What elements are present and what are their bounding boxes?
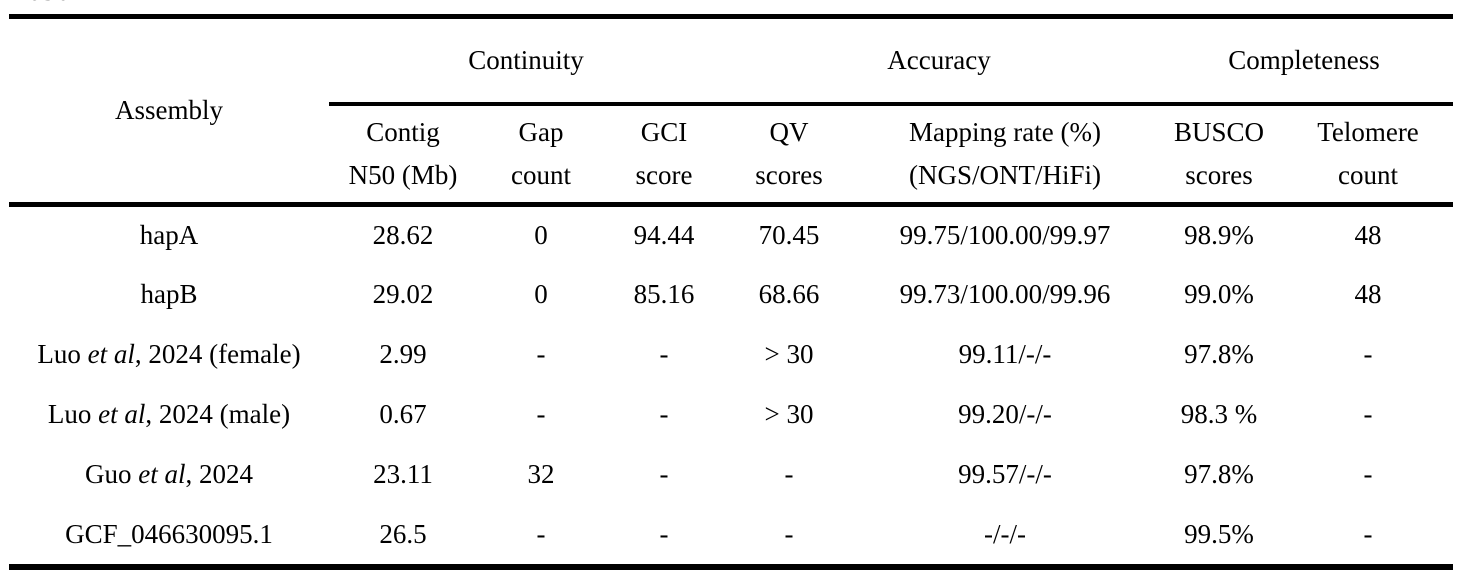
- assembly-name-italic: et al: [138, 458, 186, 489]
- header-telomere-count-line2: count: [1338, 159, 1399, 190]
- assembly-name-suffix: , 2024 (female): [134, 338, 301, 369]
- cell-qv-scores: 68.66: [758, 278, 820, 309]
- table-row-hapB: hapB 29.02 0 85.16 68.66 99.73/100.00/99…: [9, 264, 1453, 324]
- header-contig-n50: Contig N50 (Mb): [329, 104, 477, 207]
- cell-telomere: -: [1363, 458, 1373, 489]
- cell-gci-score: 85.16: [633, 278, 695, 309]
- cell-busco: 98.3 %: [1180, 398, 1258, 429]
- assembly-stats-table-wrap: Assembly Continuity Accuracy Completenes…: [9, 14, 1454, 570]
- cell-mapping-rate: 99.11/-/-: [958, 338, 1052, 369]
- cell-gap-count: -: [536, 398, 546, 429]
- cell-qv-scores: -: [784, 518, 794, 549]
- header-contig-n50-line1: Contig: [366, 116, 440, 147]
- header-qv-scores: QV scores: [723, 104, 856, 207]
- table-row-gcf: GCF_046630095.1 26.5 - - - -/-/- 99.5% -: [9, 504, 1453, 564]
- cell-gci-score: 94.44: [633, 219, 695, 250]
- assembly-name-suffix: , 2024 (male): [145, 398, 291, 429]
- cell-mapping-rate: 99.57/-/-: [958, 458, 1052, 489]
- group-header-accuracy: Accuracy: [723, 19, 1156, 106]
- cell-contig-n50: 29.02: [372, 278, 434, 309]
- assembly-name-italic: et al: [98, 398, 146, 429]
- group-header-completeness: Completeness: [1155, 19, 1454, 106]
- table-row-luo-male: Luo et al, 2024 (male) 0.67 - - > 30 99.…: [9, 384, 1453, 444]
- cell-assembly: hapB: [9, 264, 329, 324]
- cell-busco: 97.8%: [1184, 338, 1254, 369]
- cell-gap-count: 0: [534, 219, 548, 250]
- line-number-clipped: 650: [28, 0, 88, 6]
- cell-gap-count: 0: [534, 278, 548, 309]
- cell-contig-n50: 28.62: [372, 219, 434, 250]
- cell-telomere: -: [1363, 398, 1373, 429]
- assembly-name: hapB: [140, 278, 198, 309]
- header-mapping-rate: Mapping rate (%) (NGS/ONT/HiFi): [855, 104, 1156, 207]
- assembly-name: Luo: [37, 338, 88, 369]
- header-mapping-rate-line2: (NGS/ONT/HiFi): [909, 159, 1102, 190]
- cell-busco: 98.9%: [1184, 219, 1254, 250]
- header-assembly: Assembly: [9, 19, 329, 207]
- cell-contig-n50: 0.67: [379, 398, 427, 429]
- table-row-guo: Guo et al, 2024 23.11 32 - - 99.57/-/- 9…: [9, 444, 1453, 504]
- cell-gci-score: -: [659, 338, 669, 369]
- cell-mapping-rate: 99.75/100.00/99.97: [899, 219, 1111, 250]
- cell-mapping-rate: 99.73/100.00/99.96: [899, 278, 1111, 309]
- assembly-name: GCF_046630095.1: [65, 518, 273, 549]
- cell-assembly: hapA: [9, 204, 329, 264]
- cell-gci-score: -: [659, 458, 669, 489]
- assembly-name: Luo: [47, 398, 99, 429]
- cell-assembly: Luo et al, 2024 (male): [9, 384, 329, 444]
- header-gci-score-line2: score: [635, 159, 693, 190]
- assembly-name: hapA: [139, 219, 199, 250]
- cell-gap-count: -: [536, 338, 546, 369]
- cell-contig-n50: 23.11: [373, 458, 433, 489]
- table-row-hapA: hapA 28.62 0 94.44 70.45 99.75/100.00/99…: [9, 204, 1453, 264]
- header-contig-n50-line2: N50 (Mb): [348, 159, 458, 190]
- cell-telomere: 48: [1354, 219, 1382, 250]
- header-qv-scores-line2: scores: [755, 159, 823, 190]
- header-busco-scores: BUSCO scores: [1155, 104, 1284, 207]
- line-number-text: 650: [28, 0, 88, 5]
- cell-telomere: -: [1363, 518, 1373, 549]
- cell-busco: 97.8%: [1184, 458, 1254, 489]
- header-gci-score: GCI score: [605, 104, 724, 207]
- header-qv-scores-line1: QV: [769, 116, 809, 147]
- header-telomere-count-line1: Telomere: [1317, 116, 1419, 147]
- cell-contig-n50: 26.5: [379, 518, 427, 549]
- group-header-row: Assembly Continuity Accuracy Completenes…: [9, 19, 1454, 207]
- table-row-luo-female: Luo et al, 2024 (female) 2.99 - - > 30 9…: [9, 324, 1453, 384]
- assembly-name-suffix: , 2024: [185, 458, 254, 489]
- cell-qv-scores: -: [784, 458, 794, 489]
- header-gap-count-line1: Gap: [518, 116, 564, 147]
- column-header-row: Contig N50 (Mb) Gap count GCI score QV s…: [9, 104, 1454, 207]
- header-gci-score-line1: GCI: [640, 116, 688, 147]
- assembly-name-italic: et al: [87, 338, 135, 369]
- cell-busco: 99.0%: [1184, 278, 1254, 309]
- cell-assembly: GCF_046630095.1: [9, 504, 329, 564]
- header-gap-count: Gap count: [477, 104, 605, 207]
- cell-gci-score: -: [659, 518, 669, 549]
- cell-busco: 99.5%: [1184, 518, 1254, 549]
- cell-mapping-rate: -/-/-: [984, 518, 1026, 549]
- cell-mapping-rate: 99.20/-/-: [958, 398, 1052, 429]
- cell-qv-scores: > 30: [764, 338, 814, 369]
- header-telomere-count: Telomere count: [1283, 104, 1454, 207]
- cell-gap-count: -: [536, 518, 546, 549]
- header-busco-scores-line2: scores: [1185, 159, 1253, 190]
- cell-telomere: -: [1363, 338, 1373, 369]
- header-gap-count-line2: count: [511, 159, 571, 190]
- group-header-continuity: Continuity: [329, 19, 724, 106]
- assembly-stats-table: Assembly Continuity Accuracy Completenes…: [9, 19, 1454, 564]
- cell-qv-scores: 70.45: [758, 219, 820, 250]
- cell-telomere: 48: [1354, 278, 1382, 309]
- cell-gap-count: 32: [527, 458, 555, 489]
- cell-qv-scores: > 30: [764, 398, 814, 429]
- cell-assembly: Guo et al, 2024: [9, 444, 329, 504]
- cell-gci-score: -: [659, 398, 669, 429]
- assembly-name: Guo: [85, 458, 139, 489]
- header-busco-scores-line1: BUSCO: [1174, 116, 1265, 147]
- header-mapping-rate-line1: Mapping rate (%): [909, 116, 1101, 147]
- cell-assembly: Luo et al, 2024 (female): [9, 324, 329, 384]
- cell-contig-n50: 2.99: [379, 338, 427, 369]
